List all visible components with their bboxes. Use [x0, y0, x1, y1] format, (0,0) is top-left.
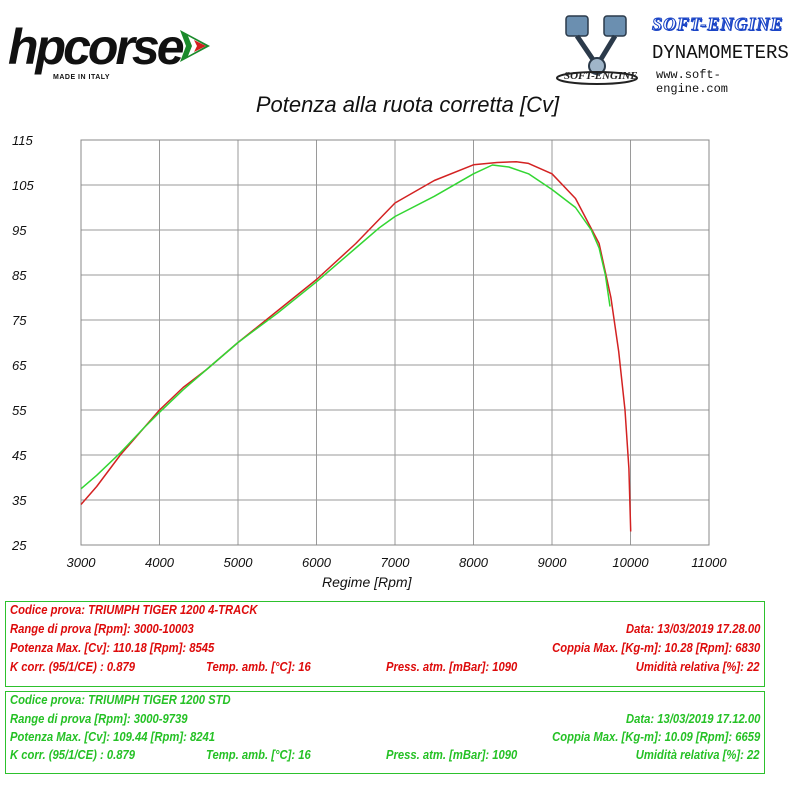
- y-tick-label: 115: [12, 133, 33, 148]
- y-tick-label: 105: [12, 178, 34, 193]
- series-line-green: [80, 164, 611, 490]
- softengine-emblem-text: SOFT-ENGINE: [564, 70, 638, 82]
- test-code: Codice prova: TRIUMPH TIGER 1200 STD: [10, 693, 231, 707]
- chart-grid: [80, 139, 710, 546]
- info-row: K corr. (95/1/CE) : 0.879 Temp. amb. [°C…: [6, 660, 764, 676]
- test-max-power: Potenza Max. [Cv]: 109.44 [Rpm]: 8241: [10, 730, 216, 744]
- x-axis-label: Regime [Rpm]: [322, 574, 412, 590]
- x-tick-label: 4000: [145, 555, 175, 570]
- test-k-corr: K corr. (95/1/CE) : 0.879: [10, 748, 136, 762]
- test-range: Range di prova [Rpm]: 3000-9739: [10, 712, 188, 726]
- test-max-torque: Coppia Max. [Kg-m]: 10.09 [Rpm]: 6659: [551, 730, 760, 744]
- test-max-torque: Coppia Max. [Kg-m]: 10.28 [Rpm]: 6830: [551, 641, 760, 655]
- test-ambient-temp: Temp. amb. [°C]: 16: [206, 660, 311, 674]
- y-tick-label: 65: [12, 358, 27, 373]
- engine-pistons-icon: [556, 15, 638, 85]
- hpcorse-logo: hpcorse MADE IN ITALY: [8, 22, 218, 92]
- test-date: Data: 13/03/2019 17.28.00: [625, 622, 760, 636]
- test-info-box-std: Codice prova: TRIUMPH TIGER 1200 STD Ran…: [5, 691, 765, 774]
- x-tick-label: 8000: [459, 555, 489, 570]
- y-tick-label: 35: [12, 493, 27, 508]
- power-chart: 115 105 95 85 75 65 55 45 35 25 3000 4000 5000 6000 7…: [11, 133, 728, 570]
- hpcorse-logo-subtext: MADE IN ITALY: [53, 74, 111, 81]
- x-axis-tick-labels: 3000 4000 5000 6000 7000 8000 9000 10000 11000: [67, 555, 728, 570]
- chart-series: [80, 160, 632, 532]
- y-tick-label: 45: [12, 448, 27, 463]
- info-row: Codice prova: TRIUMPH TIGER 1200 4-TRACK: [6, 603, 764, 619]
- x-tick-label: 6000: [302, 555, 332, 570]
- test-code: Codice prova: TRIUMPH TIGER 1200 4-TRACK: [10, 603, 258, 617]
- softengine-title: SOFT-ENGINE: [651, 14, 784, 35]
- x-tick-label: 10000: [612, 555, 649, 570]
- x-tick-label: 7000: [381, 555, 411, 570]
- test-atm-pressure: Press. atm. [mBar]: 1090: [386, 748, 518, 762]
- y-axis-tick-labels: 115 105 95 85 75 65 55 45 35 25: [11, 133, 34, 553]
- info-row: Potenza Max. [Cv]: 110.18 [Rpm]: 8545 Co…: [6, 641, 764, 657]
- test-date: Data: 13/03/2019 17.12.00: [625, 712, 760, 726]
- hpcorse-chevron-icon: [180, 30, 210, 62]
- test-range: Range di prova [Rpm]: 3000-10003: [10, 622, 194, 636]
- test-k-corr: K corr. (95/1/CE) : 0.879: [10, 660, 136, 674]
- test-humidity: Umidità relativa [%]: 22: [636, 660, 760, 674]
- x-tick-label: 5000: [224, 555, 254, 570]
- softengine-subtitle: DYNAMOMETERS: [652, 42, 789, 64]
- y-tick-label: 85: [12, 268, 27, 283]
- info-row: Range di prova [Rpm]: 3000-10003 Data: 1…: [6, 622, 764, 638]
- softengine-logo: SOFT-ENGINE SOFT-ENGINE DYNAMOMETERS www…: [552, 12, 792, 96]
- test-max-power: Potenza Max. [Cv]: 110.18 [Rpm]: 8545: [10, 641, 215, 655]
- info-row: Codice prova: TRIUMPH TIGER 1200 STD: [6, 693, 764, 709]
- plot-border: [80, 139, 710, 546]
- series-line-red: [80, 160, 632, 532]
- x-tick-label: 11000: [691, 555, 727, 570]
- info-row: Range di prova [Rpm]: 3000-9739 Data: 13…: [6, 712, 764, 728]
- y-tick-label: 25: [11, 538, 27, 553]
- test-ambient-temp: Temp. amb. [°C]: 16: [206, 748, 311, 762]
- x-tick-label: 3000: [67, 555, 97, 570]
- test-humidity: Umidità relativa [%]: 22: [636, 748, 760, 762]
- x-tick-label: 9000: [538, 555, 568, 570]
- info-row: K corr. (95/1/CE) : 0.879 Temp. amb. [°C…: [6, 748, 764, 764]
- hpcorse-logo-text: hpcorse: [8, 19, 185, 75]
- test-atm-pressure: Press. atm. [mBar]: 1090: [386, 660, 518, 674]
- y-tick-label: 55: [12, 403, 27, 418]
- y-tick-label: 95: [12, 223, 27, 238]
- info-row: Potenza Max. [Cv]: 109.44 [Rpm]: 8241 Co…: [6, 730, 764, 746]
- y-tick-label: 75: [12, 313, 27, 328]
- softengine-url: www.soft-engine.com: [656, 68, 729, 96]
- chart-title: Potenza alla ruota corretta [Cv]: [255, 92, 560, 117]
- test-info-box-4track: Codice prova: TRIUMPH TIGER 1200 4-TRACK…: [5, 601, 765, 687]
